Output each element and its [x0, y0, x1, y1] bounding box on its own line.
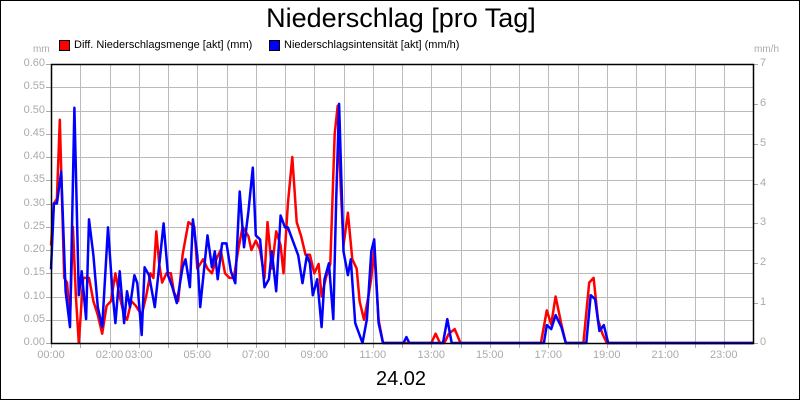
- y-tick-left: 0.55: [23, 80, 45, 93]
- y-tick-right: 3: [760, 216, 767, 229]
- x-tick: 00:00: [37, 349, 65, 361]
- y-tick-left: 0.20: [23, 243, 45, 255]
- y-tick-right: 0: [760, 336, 767, 348]
- y-tick-right: 4: [760, 176, 767, 189]
- y-tick-left: 0.60: [23, 57, 45, 69]
- x-tick: 02:00: [95, 349, 124, 361]
- y-tick-left: 0.00: [23, 336, 45, 348]
- date-label: 24.02: [375, 368, 427, 390]
- x-tick: 21:00: [651, 349, 680, 361]
- y-tick-left: 0.25: [23, 219, 45, 232]
- x-tick: 09:00: [300, 349, 329, 361]
- x-tick: 05:00: [183, 349, 212, 361]
- y-tick-right: 7: [760, 57, 767, 69]
- x-tick: 17:00: [534, 349, 563, 361]
- x-tick: 03:00: [124, 349, 153, 361]
- legend-label: Niederschlagsintensität [akt] (mm/h): [284, 39, 460, 51]
- legend-swatch-red-icon: [59, 39, 70, 51]
- y-tick-left: 0.45: [23, 126, 45, 139]
- x-tick: 07:00: [241, 349, 270, 361]
- y-tick-right: 2: [760, 256, 767, 269]
- right-axis-unit: mm/h: [754, 44, 779, 55]
- y-tick-left: 0.30: [23, 196, 45, 209]
- y-tick-left: 0.15: [23, 266, 45, 279]
- chart-title: Niederschlag [pro Tag]: [266, 3, 536, 33]
- legend-item-menge: Diff. Niederschlagsmenge [akt] (mm): [59, 39, 252, 51]
- x-tick: 13:00: [417, 349, 446, 361]
- series-line-intensitaet: [49, 102, 753, 345]
- legend-item-intensitaet: Niederschlagsintensität [akt] (mm/h): [269, 39, 459, 51]
- legend-swatch-blue-icon: [269, 39, 280, 51]
- y-tick-left: 0.40: [23, 150, 45, 162]
- y-tick-right: 6: [760, 96, 767, 109]
- y-tick-right: 5: [760, 136, 767, 149]
- y-tick-left: 0.05: [23, 312, 45, 325]
- x-tick: 11:00: [359, 349, 387, 361]
- x-tick: 19:00: [592, 349, 621, 361]
- y-tick-left: 0.50: [23, 103, 45, 116]
- left-axis-unit: mm: [33, 44, 50, 55]
- legend-label: Diff. Niederschlagsmenge [akt] (mm): [74, 39, 253, 51]
- y-tick-left: 0.10: [23, 289, 45, 302]
- y-tick-right: 1: [760, 296, 767, 309]
- x-tick: 23:00: [709, 349, 738, 361]
- y-tick-left: 0.35: [23, 173, 45, 186]
- x-tick: 15:00: [475, 349, 504, 361]
